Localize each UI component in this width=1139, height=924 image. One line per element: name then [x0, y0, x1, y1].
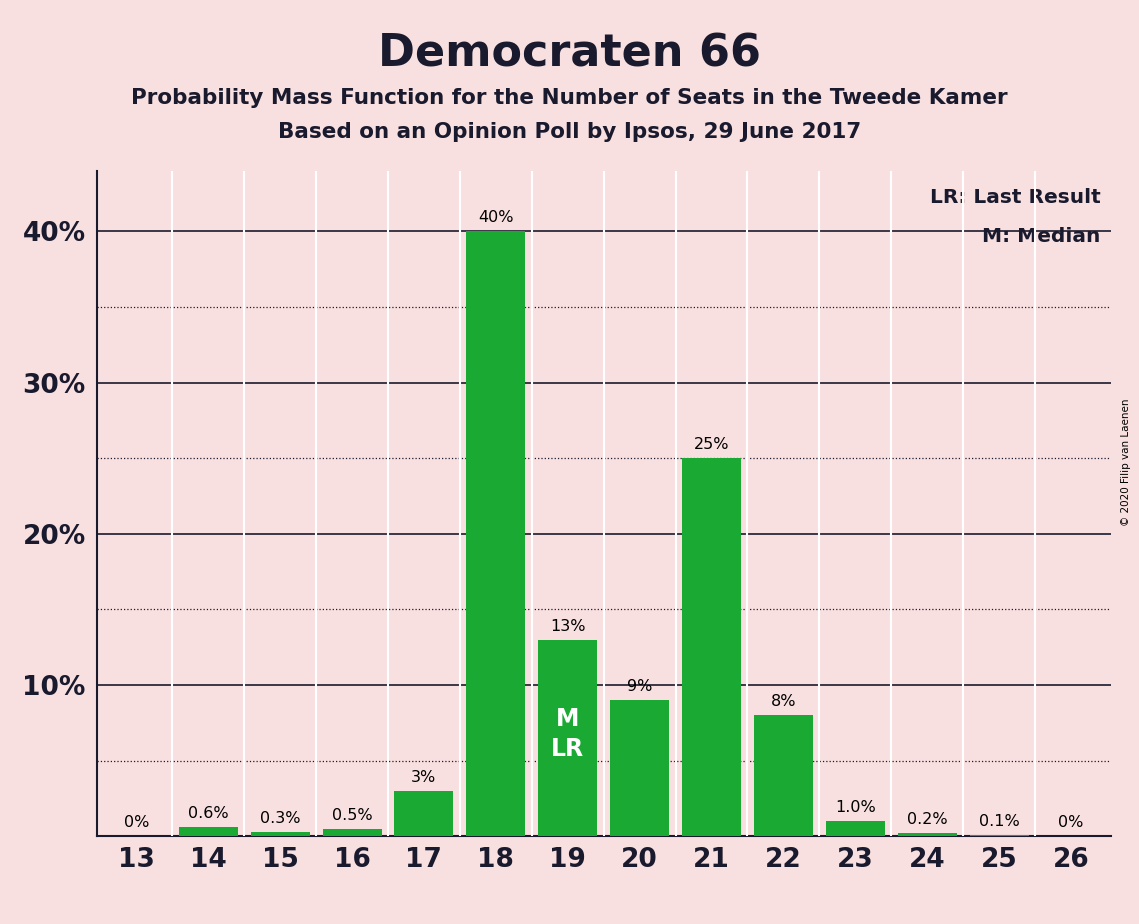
Text: LR: Last Result: LR: Last Result — [929, 188, 1100, 207]
Text: Democraten 66: Democraten 66 — [378, 32, 761, 76]
Bar — [179, 827, 238, 836]
Text: 0.3%: 0.3% — [260, 810, 301, 826]
Bar — [394, 791, 453, 836]
Text: 0%: 0% — [124, 815, 149, 830]
Text: 1.0%: 1.0% — [835, 800, 876, 815]
Bar — [754, 715, 813, 836]
Bar — [322, 829, 382, 836]
Text: 0.6%: 0.6% — [188, 806, 229, 821]
Text: © 2020 Filip van Laenen: © 2020 Filip van Laenen — [1121, 398, 1131, 526]
Text: 0.2%: 0.2% — [907, 812, 948, 827]
Text: 0%: 0% — [1058, 815, 1083, 830]
Text: 9%: 9% — [626, 679, 653, 694]
Text: M
LR: M LR — [551, 707, 584, 760]
Bar — [682, 458, 741, 836]
Text: Probability Mass Function for the Number of Seats in the Tweede Kamer: Probability Mass Function for the Number… — [131, 88, 1008, 108]
Text: 40%: 40% — [478, 211, 514, 225]
Bar — [466, 231, 525, 836]
Text: 13%: 13% — [550, 618, 585, 634]
Bar — [539, 639, 597, 836]
Text: Based on an Opinion Poll by Ipsos, 29 June 2017: Based on an Opinion Poll by Ipsos, 29 Ju… — [278, 122, 861, 142]
Text: 8%: 8% — [771, 694, 796, 710]
Text: 0.1%: 0.1% — [978, 814, 1019, 829]
Text: 0.5%: 0.5% — [331, 808, 372, 822]
Text: 3%: 3% — [411, 770, 436, 784]
Text: M: Median: M: Median — [982, 227, 1100, 247]
Bar — [898, 833, 957, 836]
Bar — [251, 832, 310, 836]
Bar — [969, 834, 1029, 836]
Bar — [611, 700, 669, 836]
Bar — [826, 821, 885, 836]
Text: 25%: 25% — [694, 437, 729, 452]
